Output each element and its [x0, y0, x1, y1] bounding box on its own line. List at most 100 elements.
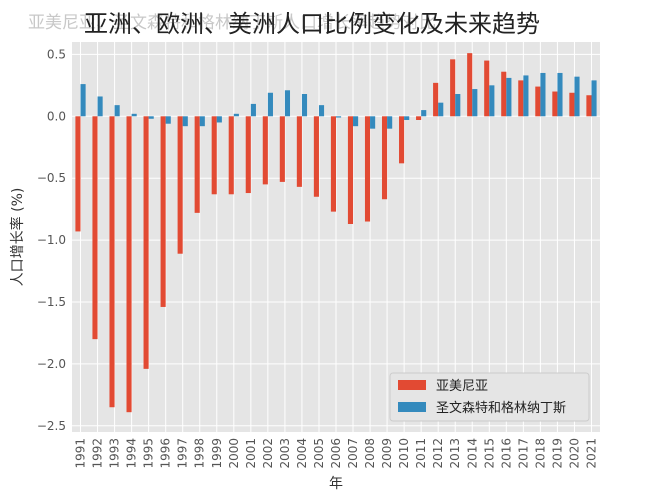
bar-armenia [143, 116, 149, 369]
x-tick-labels: 1991 1992 1993 1994 1995 1996 1997 1998 1999 2000… [74, 438, 599, 469]
x-tick-label: 2010 [397, 438, 411, 469]
bar-saint-vincent [472, 89, 478, 117]
bar-armenia [569, 92, 575, 117]
legend-swatch-svg [398, 402, 426, 412]
x-tick-label: 2007 [346, 438, 360, 469]
y-tick-label: 0.0 [47, 109, 66, 123]
x-tick-label: 2021 [584, 438, 598, 469]
bar-armenia [535, 86, 541, 117]
bar-saint-vincent [199, 116, 205, 127]
bar-saint-vincent [233, 113, 239, 117]
bar-armenia [586, 95, 592, 117]
bar-saint-vincent [455, 94, 461, 117]
bar-saint-vincent [421, 110, 427, 117]
bar-armenia [245, 116, 251, 194]
y-tick-labels: 0.5 0.0 −0.5 −1.0 −1.5 −2.0 −2.5 [37, 47, 66, 432]
legend-swatch-armenia [398, 380, 426, 390]
x-tick-label: 2014 [465, 438, 479, 469]
bar-armenia [552, 91, 558, 117]
y-tick-label: −2.0 [37, 357, 66, 371]
bar-saint-vincent [489, 85, 495, 117]
chart-title: 亚洲、欧洲、美洲人口比例变化及未来趋势 [84, 10, 540, 38]
bar-armenia [262, 116, 268, 185]
x-tick-label: 2017 [516, 438, 530, 469]
x-tick-label: 1994 [125, 438, 139, 469]
bar-saint-vincent [284, 90, 291, 117]
x-tick-label: 2009 [380, 438, 394, 469]
x-tick-label: 2004 [295, 438, 309, 469]
x-tick-label: 1991 [74, 438, 88, 469]
bar-saint-vincent [387, 116, 393, 129]
y-axis-label: 人口增长率 (%) [9, 188, 26, 287]
bar-saint-vincent [404, 116, 410, 120]
bar-armenia [126, 116, 132, 413]
x-tick-label: 2011 [414, 438, 428, 469]
bar-armenia [450, 59, 456, 117]
legend-label-svg: 圣文森特和格林纳丁斯 [436, 400, 566, 416]
bar-armenia [347, 116, 354, 224]
x-tick-label: 2016 [499, 438, 513, 469]
x-tick-label: 2019 [550, 438, 564, 469]
bar-armenia [484, 60, 490, 117]
bar-armenia [92, 116, 98, 340]
bar-saint-vincent [506, 77, 512, 117]
y-tick-label: −2.5 [37, 419, 66, 433]
bar-saint-vincent [591, 80, 597, 117]
bar-saint-vincent [114, 105, 120, 117]
y-tick-label: −0.5 [37, 171, 66, 185]
x-tick-label: 1996 [159, 438, 173, 469]
x-tick-label: 2015 [482, 438, 496, 469]
x-tick-label: 2006 [329, 438, 343, 469]
bar-armenia [467, 53, 473, 117]
bar-saint-vincent [540, 72, 546, 117]
bar-saint-vincent [318, 105, 325, 117]
bar-armenia [160, 116, 166, 307]
bar-saint-vincent [165, 116, 171, 124]
bar-saint-vincent [370, 116, 376, 129]
x-tick-label: 1992 [91, 438, 105, 469]
x-tick-label: 2000 [227, 438, 241, 469]
bar-saint-vincent [574, 76, 580, 117]
bar-armenia [313, 116, 319, 197]
bar-saint-vincent [80, 84, 86, 117]
x-tick-label: 1998 [193, 438, 207, 469]
bar-armenia [381, 116, 388, 200]
bar-armenia [228, 116, 234, 195]
bar-saint-vincent [267, 92, 273, 117]
legend-label-armenia: 亚美尼亚 [436, 379, 488, 394]
bar-armenia [75, 116, 81, 232]
x-tick-label: 1999 [210, 438, 224, 469]
bar-saint-vincent [301, 94, 308, 117]
bar-armenia [330, 116, 336, 212]
bar-armenia [194, 116, 200, 213]
x-tick-label: 2012 [431, 438, 445, 469]
x-axis-label: 年 [329, 476, 343, 492]
x-tick-label: 1993 [108, 438, 122, 469]
bar-armenia [433, 82, 439, 117]
x-tick-label: 2018 [533, 438, 547, 469]
bar-saint-vincent [131, 113, 137, 117]
x-tick-label: 2008 [363, 438, 377, 469]
x-tick-label: 2003 [278, 438, 292, 469]
bar-armenia [211, 116, 217, 195]
bar-saint-vincent [557, 72, 563, 117]
bar-saint-vincent [148, 116, 154, 119]
x-tick-label: 2005 [312, 438, 326, 469]
bar-armenia [177, 116, 183, 254]
bar-saint-vincent [216, 116, 222, 123]
x-tick-label: 2002 [261, 438, 275, 469]
x-tick-label: 1997 [176, 438, 190, 469]
ghost-title: 亚美尼亚、圣文森特和格林纳丁斯人口增长率趋势对比 [28, 13, 436, 33]
bar-armenia [279, 116, 285, 182]
y-tick-label: −1.5 [37, 295, 66, 309]
legend-box [389, 372, 590, 422]
bar-saint-vincent [250, 103, 256, 117]
bar-saint-vincent [97, 96, 103, 117]
bar-saint-vincent [523, 75, 529, 117]
bars [75, 53, 597, 413]
bar-armenia [399, 116, 405, 164]
bar-armenia [109, 116, 115, 408]
bar-saint-vincent [438, 102, 444, 117]
y-tick-label: 0.5 [47, 47, 66, 61]
